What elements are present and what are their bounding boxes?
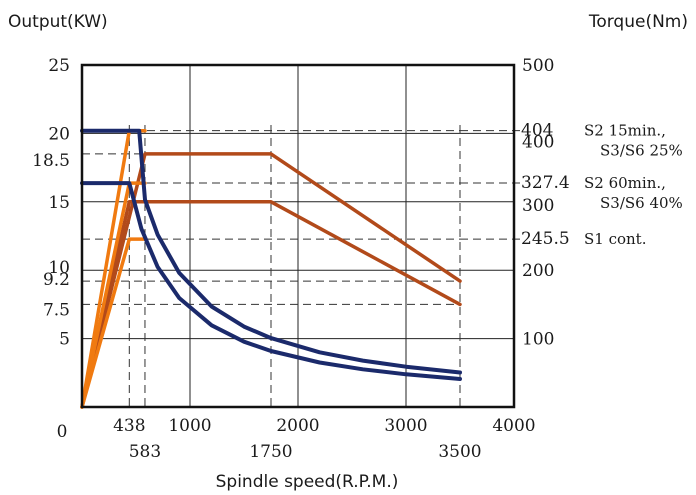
series-line-6 <box>80 181 462 381</box>
x-tick-label: 3500 <box>438 442 481 462</box>
y-tick-label-left: 18.5 <box>32 151 70 171</box>
torque-annotation-text: S2 60min., <box>584 174 666 192</box>
series-line-1 <box>80 200 462 409</box>
y-tick-label-left: 15 <box>48 193 70 213</box>
torque-annotation-value: 404 <box>521 121 553 141</box>
torque-annotation-value: 327.4 <box>521 173 570 193</box>
dashed-guides <box>82 125 524 407</box>
x-tick-label: 4000 <box>492 416 535 436</box>
torque-annotation-value: 245.5 <box>521 229 570 249</box>
left-axis-label: Output(KW) <box>8 12 108 32</box>
series-lines <box>80 128 462 409</box>
torque-annotation-text: S3/S6 40% <box>600 194 683 212</box>
y-tick-label-left: 7.5 <box>43 300 70 320</box>
y-tick-label-right: 200 <box>522 261 554 281</box>
series-line-5 <box>80 128 462 375</box>
y-tick-label-right: 400 <box>522 132 554 152</box>
y-tick-label-left: 5 <box>59 330 70 350</box>
origin-label: 0 <box>57 422 68 442</box>
y-tick-label-right: 300 <box>522 196 554 216</box>
x-tick-label: 3000 <box>384 416 427 436</box>
y-tick-label-left: 25 <box>48 56 70 76</box>
y-tick-label-left: 10 <box>48 258 70 278</box>
y-tick-label-right: 100 <box>522 330 554 350</box>
torque-annotations: 404 S2 15min., S3/S6 25% 327.4 S2 60min., S3/… <box>521 121 683 249</box>
series-line-4 <box>80 237 147 409</box>
x-tick-label: 1750 <box>249 442 292 462</box>
torque-annotation-text: S3/S6 25% <box>600 142 683 160</box>
x-tick-label: 583 <box>129 442 161 462</box>
y-tick-label-left: 9.2 <box>43 270 70 290</box>
series-line-0 <box>80 152 462 409</box>
torque-annotation-text: S2 15min., <box>584 122 666 140</box>
y-tick-label-left: 20 <box>48 124 70 144</box>
plot-frame <box>80 63 516 409</box>
y-tick-label-right: 500 <box>522 56 554 76</box>
torque-annotation-text: S1 cont. <box>584 230 646 248</box>
x-tick-label: 1000 <box>168 416 211 436</box>
right-axis-label: Torque(Nm) <box>588 12 688 32</box>
x-tick-label: 2000 <box>276 416 319 436</box>
x-axis-label: Spindle speed(R.P.M.) <box>216 472 399 492</box>
x-tick-label: 438 <box>113 416 145 436</box>
